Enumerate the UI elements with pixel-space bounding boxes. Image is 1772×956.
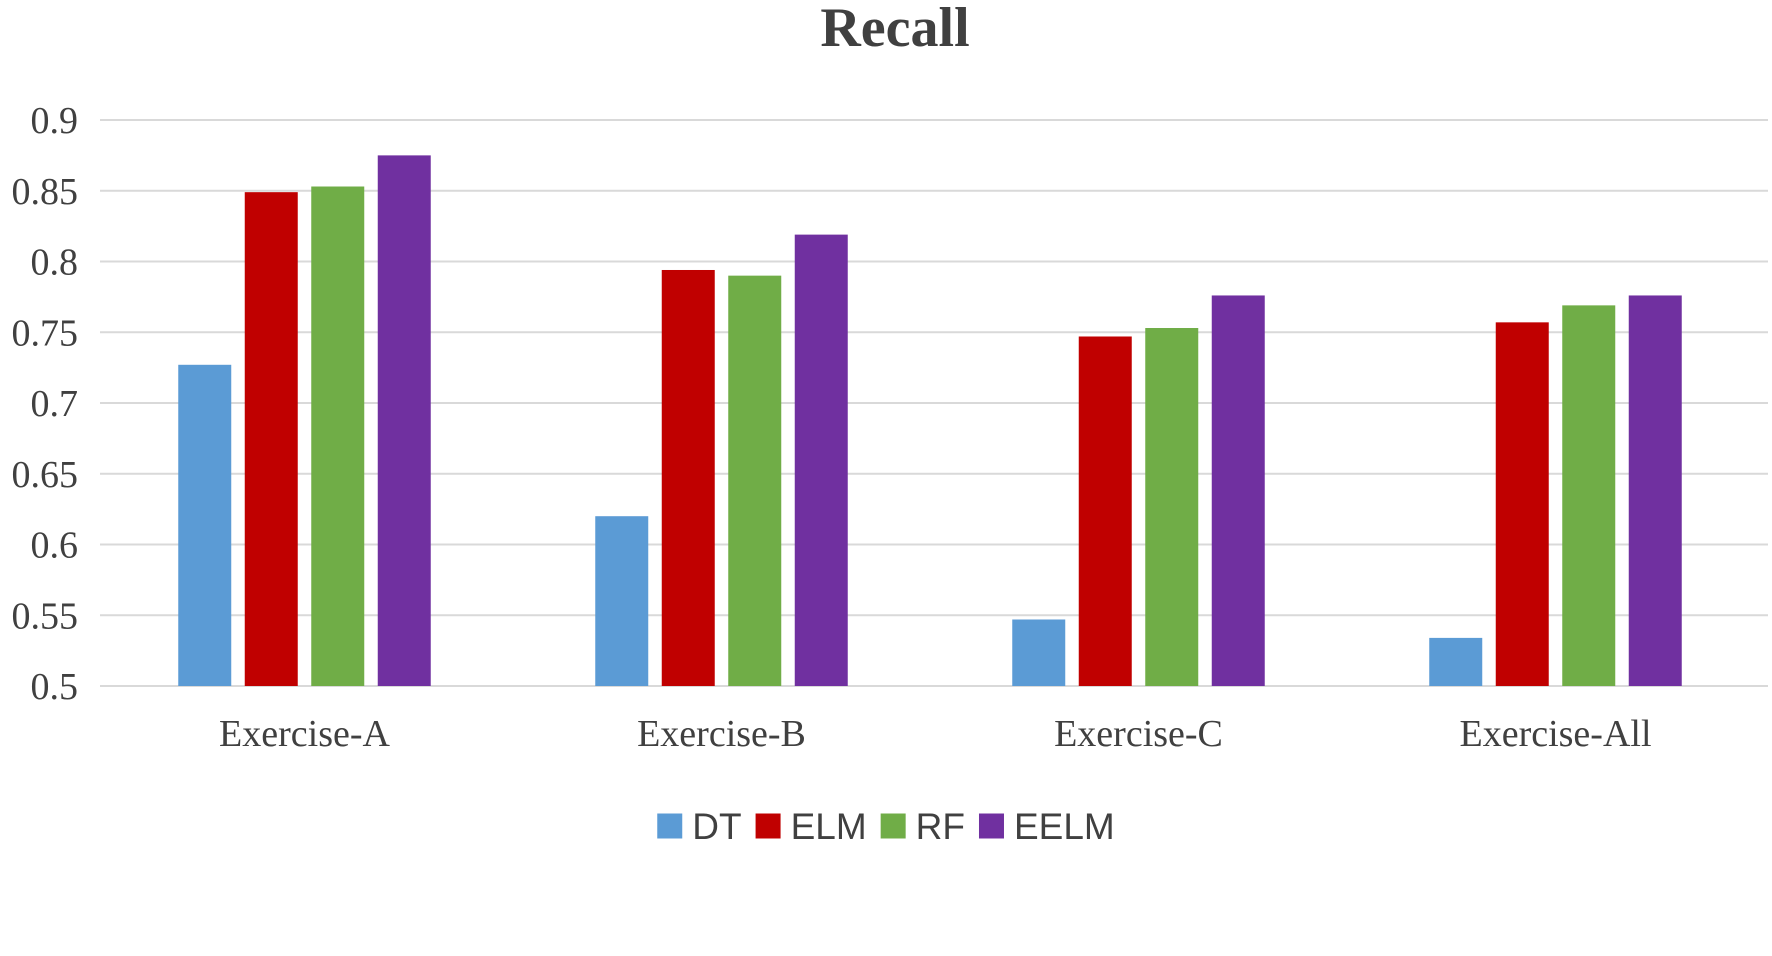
y-tick-label: 0.85 (12, 171, 79, 213)
legend-label: DT (692, 806, 741, 847)
legend-label: EELM (1014, 806, 1115, 847)
legend-item: DT (657, 806, 742, 847)
legend-swatch (755, 813, 781, 839)
x-category-label: Exercise-A (219, 713, 390, 755)
legend: DT ELM RF EELM (657, 806, 1115, 847)
y-tick-label: 0.5 (31, 666, 79, 708)
bar-eelm-exercise-a (377, 155, 431, 686)
bar-elm-exercise-a (244, 192, 298, 687)
x-category-label: Exercise-C (1054, 713, 1223, 755)
bar-elm-exercise-c (1078, 336, 1132, 686)
legend-label: ELM (791, 806, 867, 847)
legend-swatch (657, 813, 683, 839)
chart-title: Recall (820, 0, 969, 59)
y-axis-ticks: 0.5 0.55 0.6 0.65 0.7 0.75 0.8 0.85 0.9 (12, 100, 79, 708)
bar-eelm-exercise-all (1628, 295, 1682, 686)
x-category-label: Exercise-All (1459, 713, 1651, 755)
bar-rf-exercise-all (1562, 305, 1616, 686)
bar-rf-exercise-c (1145, 328, 1199, 686)
bar-rf-exercise-a (311, 186, 365, 686)
bar-rf-exercise-b (728, 275, 782, 686)
bar-dt-exercise-a (178, 364, 232, 686)
bars (178, 155, 1682, 687)
y-tick-label: 0.75 (12, 312, 79, 354)
legend-swatch (978, 813, 1004, 839)
y-tick-label: 0.6 (31, 525, 79, 567)
bar-eelm-exercise-b (794, 234, 848, 687)
y-tick-label: 0.65 (12, 454, 79, 496)
bar-elm-exercise-b (661, 269, 715, 686)
y-tick-label: 0.8 (31, 242, 79, 284)
bar-dt-exercise-all (1429, 637, 1483, 686)
y-tick-label: 0.7 (31, 383, 79, 425)
bar-dt-exercise-b (595, 516, 649, 686)
y-tick-label: 0.9 (31, 100, 79, 142)
x-axis-categories: Exercise-A Exercise-B Exercise-C Exercise-A… (219, 713, 1651, 755)
legend-swatch (880, 813, 906, 839)
legend-item: EELM (978, 806, 1115, 847)
bar-eelm-exercise-c (1211, 295, 1265, 686)
y-tick-label: 0.55 (12, 595, 79, 637)
x-category-label: Exercise-B (637, 713, 806, 755)
bar-elm-exercise-all (1495, 322, 1549, 686)
legend-item: RF (880, 806, 965, 847)
bar-dt-exercise-c (1012, 619, 1066, 686)
legend-label: RF (916, 806, 965, 847)
legend-item: ELM (755, 806, 867, 847)
